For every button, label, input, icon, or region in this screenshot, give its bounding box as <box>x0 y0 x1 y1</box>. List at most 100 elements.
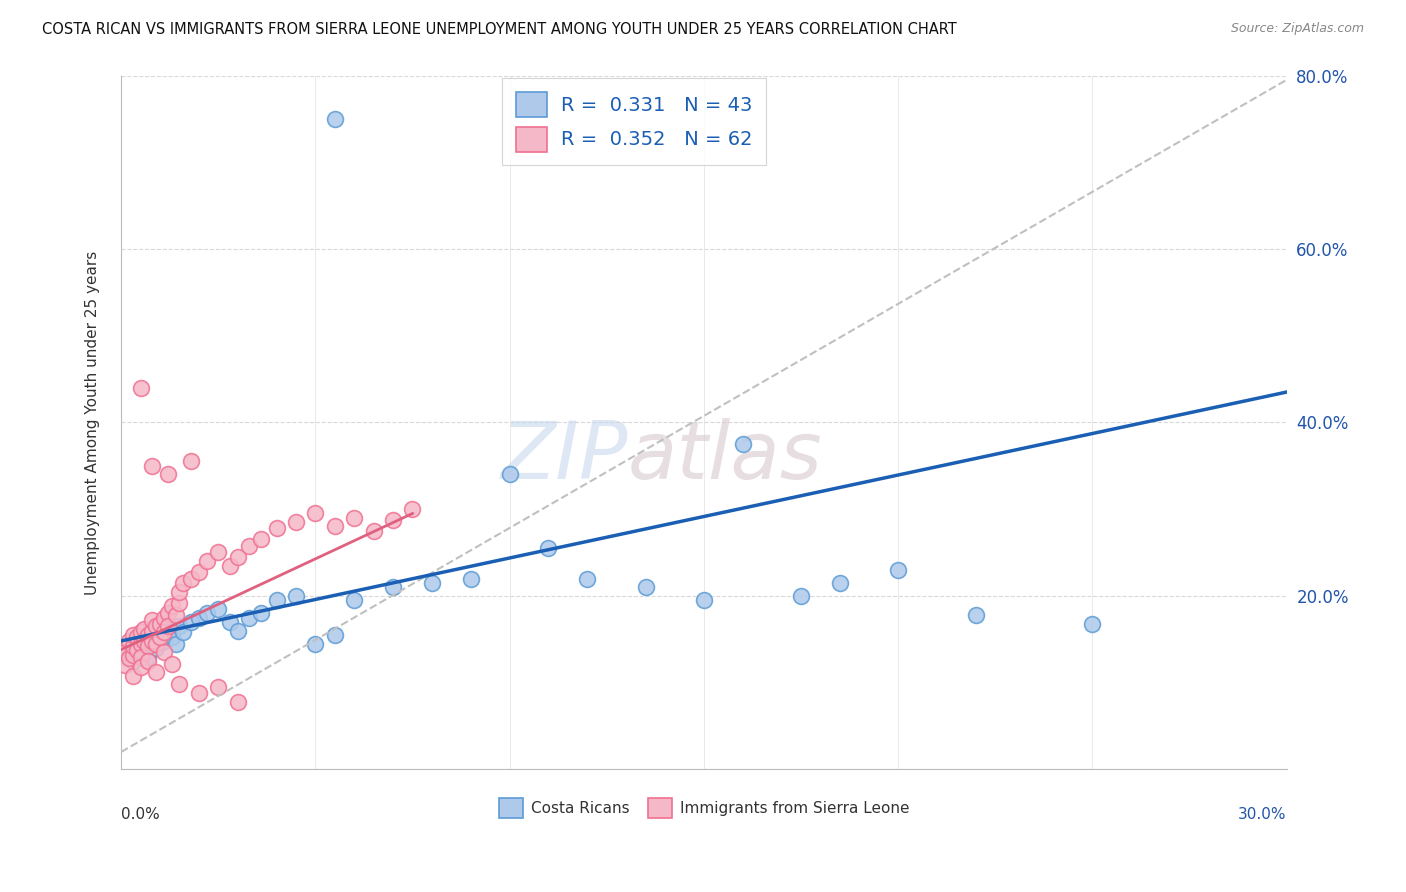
Point <box>323 519 346 533</box>
Point <box>141 624 163 638</box>
Point <box>129 660 152 674</box>
Text: ZIP: ZIP <box>501 418 628 496</box>
Point <box>145 636 167 650</box>
Point <box>145 619 167 633</box>
Point <box>887 563 910 577</box>
Legend: Costa Ricans, Immigrants from Sierra Leone: Costa Ricans, Immigrants from Sierra Leo… <box>492 792 915 824</box>
Point <box>304 636 326 650</box>
Point <box>156 624 179 638</box>
Point <box>219 558 242 573</box>
Point <box>343 593 366 607</box>
Point <box>141 458 163 473</box>
Point <box>114 645 136 659</box>
Point <box>169 596 191 610</box>
Point <box>187 610 209 624</box>
Point <box>156 606 179 620</box>
Point <box>284 589 307 603</box>
Point <box>145 640 167 655</box>
Point <box>187 686 209 700</box>
Point <box>156 619 179 633</box>
Point <box>125 640 148 655</box>
Point <box>187 565 209 579</box>
Point <box>401 502 423 516</box>
Point <box>172 575 194 590</box>
Point <box>195 606 218 620</box>
Point <box>129 645 152 659</box>
Point <box>169 677 191 691</box>
Point <box>693 593 716 607</box>
Point <box>266 593 288 607</box>
Point <box>498 467 520 482</box>
Point <box>136 628 159 642</box>
Point <box>731 437 754 451</box>
Point <box>266 521 288 535</box>
Point <box>134 636 156 650</box>
Point <box>129 625 152 640</box>
Point <box>363 524 385 538</box>
Point <box>460 572 482 586</box>
Point <box>965 607 987 622</box>
Point <box>136 654 159 668</box>
Point <box>250 533 273 547</box>
Point <box>207 602 229 616</box>
Point <box>382 512 405 526</box>
Point <box>238 539 260 553</box>
Text: 0.0%: 0.0% <box>121 807 160 822</box>
Point <box>134 622 156 636</box>
Point <box>145 665 167 680</box>
Text: Source: ZipAtlas.com: Source: ZipAtlas.com <box>1230 22 1364 36</box>
Point <box>323 628 346 642</box>
Point <box>149 628 172 642</box>
Point <box>136 639 159 653</box>
Point <box>141 634 163 648</box>
Point <box>153 645 176 659</box>
Point <box>141 632 163 647</box>
Point <box>382 580 405 594</box>
Point <box>129 649 152 664</box>
Point <box>160 657 183 671</box>
Point <box>169 619 191 633</box>
Point <box>149 616 172 631</box>
Point <box>828 575 851 590</box>
Point <box>226 624 249 638</box>
Point <box>134 634 156 648</box>
Point <box>576 572 599 586</box>
Point <box>219 615 242 629</box>
Point <box>160 631 183 645</box>
Point <box>153 625 176 640</box>
Point <box>226 549 249 564</box>
Point <box>165 636 187 650</box>
Text: atlas: atlas <box>628 418 823 496</box>
Point <box>141 613 163 627</box>
Point <box>195 554 218 568</box>
Point <box>153 634 176 648</box>
Point <box>121 668 143 682</box>
Point <box>121 648 143 662</box>
Point <box>420 575 443 590</box>
Point <box>238 610 260 624</box>
Point <box>118 649 141 664</box>
Point <box>207 545 229 559</box>
Point <box>180 615 202 629</box>
Point <box>1081 616 1104 631</box>
Point <box>149 631 172 645</box>
Point <box>114 658 136 673</box>
Point <box>153 610 176 624</box>
Point <box>129 381 152 395</box>
Point <box>284 515 307 529</box>
Point <box>250 606 273 620</box>
Point <box>121 639 143 653</box>
Point <box>634 580 657 594</box>
Text: 30.0%: 30.0% <box>1239 807 1286 822</box>
Point <box>169 584 191 599</box>
Point <box>156 467 179 482</box>
Point <box>121 654 143 668</box>
Point <box>172 625 194 640</box>
Point <box>207 680 229 694</box>
Text: COSTA RICAN VS IMMIGRANTS FROM SIERRA LEONE UNEMPLOYMENT AMONG YOUTH UNDER 25 YE: COSTA RICAN VS IMMIGRANTS FROM SIERRA LE… <box>42 22 957 37</box>
Point <box>136 649 159 664</box>
Point <box>160 599 183 614</box>
Point <box>165 607 187 622</box>
Point <box>790 589 813 603</box>
Point <box>343 511 366 525</box>
